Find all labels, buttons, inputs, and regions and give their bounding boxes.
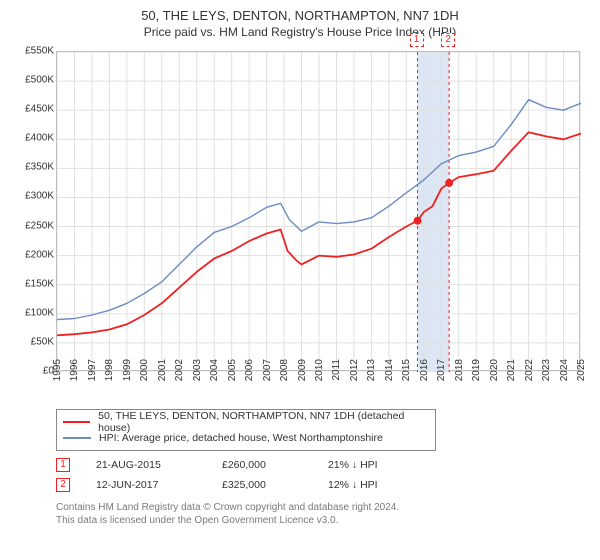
transaction-amount: £325,000: [222, 479, 302, 491]
legend-swatch-property: [63, 421, 90, 423]
chart-svg: [57, 52, 581, 372]
chart: £0 £50K £100K £150K £200K £250K £300K £350K £400…: [10, 43, 590, 403]
legend: 50, THE LEYS, DENTON, NORTHAMPTON, NN7 1…: [56, 409, 436, 451]
y-axis-label: £350K: [10, 162, 54, 173]
marker-box: 1: [410, 33, 424, 47]
y-axis-label: £500K: [10, 75, 54, 86]
y-axis-label: £200K: [10, 249, 54, 260]
transaction-delta: 21% ↓ HPI: [328, 459, 418, 471]
title-address: 50, THE LEYS, DENTON, NORTHAMPTON, NN7 1…: [10, 8, 590, 23]
transactions-table: 1 21-AUG-2015 £260,000 21% ↓ HPI 2 12-JU…: [56, 455, 590, 495]
legend-label-property: 50, THE LEYS, DENTON, NORTHAMPTON, NN7 1…: [98, 410, 429, 434]
transaction-date: 21-AUG-2015: [96, 459, 196, 471]
footer: Contains HM Land Registry data © Crown c…: [56, 501, 590, 527]
transaction-marker: 2: [56, 478, 70, 492]
transaction-amount: £260,000: [222, 459, 302, 471]
legend-row-hpi: HPI: Average price, detached house, West…: [63, 430, 429, 446]
transaction-marker: 1: [56, 458, 70, 472]
y-axis-label: £300K: [10, 191, 54, 202]
y-axis-label: £450K: [10, 104, 54, 115]
y-axis-label: £150K: [10, 278, 54, 289]
title-subtitle: Price paid vs. HM Land Registry's House …: [10, 25, 590, 39]
plot-area: [56, 51, 580, 371]
y-axis-label: £550K: [10, 46, 54, 57]
table-row: 1 21-AUG-2015 £260,000 21% ↓ HPI: [56, 455, 590, 475]
footer-line1: Contains HM Land Registry data © Crown c…: [56, 501, 590, 514]
legend-swatch-hpi: [63, 437, 91, 439]
y-axis-label: £250K: [10, 220, 54, 231]
transaction-delta: 12% ↓ HPI: [328, 479, 418, 491]
legend-row-property: 50, THE LEYS, DENTON, NORTHAMPTON, NN7 1…: [63, 414, 429, 430]
footer-line2: This data is licensed under the Open Gov…: [56, 514, 590, 527]
table-row: 2 12-JUN-2017 £325,000 12% ↓ HPI: [56, 475, 590, 495]
y-axis-label: £400K: [10, 133, 54, 144]
y-axis-label: £50K: [10, 336, 54, 347]
y-axis-label: £100K: [10, 307, 54, 318]
marker-box: 2: [441, 33, 455, 47]
y-axis-label: £0: [10, 366, 54, 377]
transaction-date: 12-JUN-2017: [96, 479, 196, 491]
legend-label-hpi: HPI: Average price, detached house, West…: [99, 432, 383, 444]
x-axis-label: 2025: [576, 359, 600, 389]
